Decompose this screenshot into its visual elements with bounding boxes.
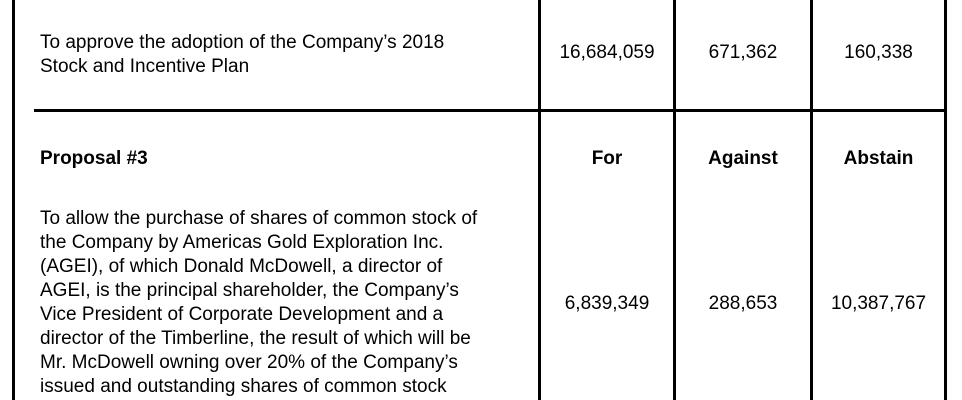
proposal-description: To allow the purchase of shares of commo… [40,208,478,397]
votes-abstain-value: 10,387,767 [830,293,927,314]
column-header-against: Against [708,148,778,169]
proposal-description: To approve the adoption of the Company’s… [40,32,445,77]
column-header-abstain: Abstain [843,148,914,169]
row-divider [34,109,946,112]
table-border-right [944,0,947,400]
votes-against-value: 288,653 [708,293,778,314]
proposal-title: Proposal #3 [40,148,148,169]
column-divider-for [673,0,676,400]
votes-abstain-value: 160,338 [844,42,913,63]
votes-for-value: 16,684,059 [559,42,655,63]
column-divider-against [810,0,813,400]
column-divider-description [538,0,541,400]
column-header-for: For [591,148,623,169]
votes-against-value: 671,362 [708,42,778,63]
votes-for-value: 6,839,349 [564,293,650,314]
table-border-left [12,0,15,400]
